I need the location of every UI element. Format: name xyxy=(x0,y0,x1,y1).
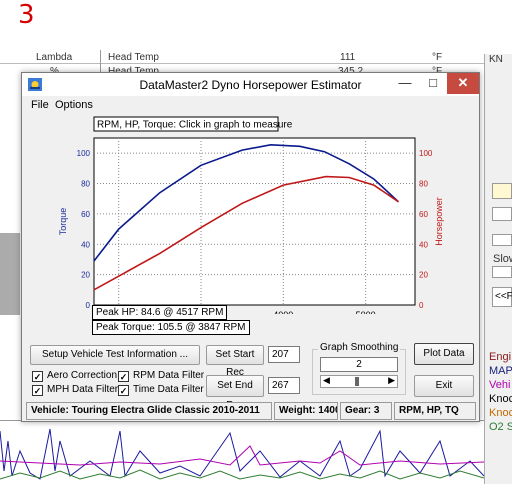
y-tick-label: 80 xyxy=(81,180,90,189)
window-title: DataMaster2 Dyno Horsepower Estimator xyxy=(139,78,362,92)
bg-legend-item: Knoc xyxy=(489,393,512,405)
bg-cell: % xyxy=(50,66,59,77)
y2-tick-label: 20 xyxy=(419,271,428,280)
chart-title: RPM, HP, Torque: Click in graph to measu… xyxy=(97,120,293,131)
bg-cell: °F xyxy=(432,52,443,63)
title-bar[interactable]: DataMaster2 Dyno Horsepower Estimator — … xyxy=(22,73,479,96)
rpm-filter-label: RPM Data Filter xyxy=(133,370,205,381)
y2-tick-label: 40 xyxy=(419,240,428,249)
time-filter-checkbox[interactable]: ✓ Time Data Filter xyxy=(118,384,204,396)
set-end-rec-button[interactable]: Set End Rec xyxy=(206,375,264,411)
bg-right-slider[interactable] xyxy=(492,266,512,278)
y2-axis-label: Horsepower xyxy=(434,197,444,246)
aero-correction-checkbox[interactable]: ✓ Aero Correction xyxy=(32,370,117,382)
plot-data-button[interactable]: Plot Data xyxy=(414,343,474,365)
bg-left-panel xyxy=(0,233,20,315)
graph-smoothing-group xyxy=(312,349,406,395)
chart-title-box xyxy=(93,116,279,132)
status-vehicle: Vehicle: Touring Electra Glide Classic 2… xyxy=(26,402,272,420)
bg-right-slider[interactable] xyxy=(492,234,512,246)
bg-cell: Head Temp xyxy=(108,66,159,77)
peak-hp-label: Peak HP: 84.6 @ 4517 RPM xyxy=(92,305,228,320)
background-mark: 3 xyxy=(18,0,35,30)
y2-tick-label: 80 xyxy=(419,180,428,189)
y-tick-label: 40 xyxy=(81,240,90,249)
setup-vehicle-button[interactable]: Setup Vehicle Test Information ... xyxy=(30,345,200,365)
bg-right-text: KN xyxy=(489,54,503,65)
bg-right-text: Slow xyxy=(493,253,512,265)
dyno-plot-area[interactable]: 2000300040005000020406080100020406080100… xyxy=(22,114,479,331)
bg-cell: 111 xyxy=(340,52,356,63)
bg-log-traces xyxy=(0,428,485,480)
horsepower-series-line xyxy=(93,175,399,291)
smoothing-value-field[interactable]: 2 xyxy=(320,357,398,372)
bg-right-field xyxy=(492,183,512,199)
x-tick-label: 4000 xyxy=(273,310,293,314)
menu-options[interactable]: Options xyxy=(55,99,93,111)
menu-file[interactable]: File xyxy=(31,99,49,111)
checkbox-box[interactable]: ✓ xyxy=(32,371,43,382)
bg-cell: °F xyxy=(432,66,442,77)
y-tick-label: 60 xyxy=(81,210,90,219)
exit-button[interactable]: Exit xyxy=(414,375,474,397)
bg-log-chart xyxy=(0,420,485,480)
close-button[interactable]: ✕ xyxy=(447,73,479,94)
set-start-rec-button[interactable]: Set Start Rec xyxy=(206,345,264,378)
y-tick-label: 20 xyxy=(81,271,90,280)
bg-cell: Head Temp xyxy=(108,52,159,63)
mph-filter-checkbox[interactable]: ✓ MPH Data Filter xyxy=(32,384,118,396)
minimize-button[interactable]: — xyxy=(398,75,412,90)
app-icon xyxy=(28,78,42,91)
time-filter-label: Time Data Filter xyxy=(133,384,204,395)
bg-right-field xyxy=(492,207,512,221)
rpm-filter-checkbox[interactable]: ✓ RPM Data Filter xyxy=(118,370,204,382)
bg-cell: 345.2 xyxy=(338,66,363,77)
bg-cell: Lambda xyxy=(36,52,73,63)
x-tick-label: 5000 xyxy=(356,310,376,314)
y2-tick-label: 0 xyxy=(419,301,424,310)
bg-gridline xyxy=(100,50,101,80)
mph-filter-label: MPH Data Filter xyxy=(47,384,119,395)
y-axis-label: Torque xyxy=(58,208,68,236)
torque-series-line xyxy=(93,143,400,262)
status-weight: Weight: 1400 xyxy=(274,402,338,420)
maximize-button[interactable]: □ xyxy=(429,75,437,90)
y2-tick-label: 60 xyxy=(419,210,428,219)
smoothing-scrollbar[interactable]: ◀ ▶ xyxy=(320,375,398,388)
checkbox-box[interactable]: ✓ xyxy=(118,371,129,382)
background-app xyxy=(0,0,512,80)
y2-tick-label: 100 xyxy=(419,149,433,158)
menu-bar: File Options xyxy=(22,96,479,114)
bg-legend-item: Knoc xyxy=(489,407,512,419)
dyno-estimator-window: DataMaster2 Dyno Horsepower Estimator — … xyxy=(21,72,480,422)
plot-frame xyxy=(93,137,416,306)
bg-legend-item: Engi xyxy=(489,351,512,363)
peak-torque-label: Peak Torque: 105.5 @ 3847 RPM xyxy=(92,320,250,335)
graph-smoothing-label: Graph Smoothing xyxy=(318,342,401,353)
dyno-chart[interactable]: 2000300040005000020406080100020406080100… xyxy=(22,114,479,331)
y-tick-label: 100 xyxy=(77,149,91,158)
bg-legend-item: MAP xyxy=(489,365,512,377)
scroll-left-icon[interactable]: ◀ xyxy=(323,375,330,385)
bg-gridline xyxy=(0,63,484,64)
bg-right-button[interactable]: <<F xyxy=(492,287,512,307)
checkbox-box[interactable]: ✓ xyxy=(118,385,129,396)
start-rec-field[interactable]: 207 xyxy=(268,346,300,363)
scroll-thumb[interactable] xyxy=(355,377,359,386)
checkbox-box[interactable]: ✓ xyxy=(32,385,43,396)
y-tick-label: 0 xyxy=(86,301,91,310)
aero-correction-label: Aero Correction xyxy=(47,370,118,381)
bg-legend-item: O2 S xyxy=(489,421,512,433)
status-mode: RPM, HP, TQ xyxy=(394,402,476,420)
bg-legend-item: Vehi xyxy=(489,379,511,391)
status-gear: Gear: 3 xyxy=(340,402,392,420)
end-rec-field[interactable]: 267 xyxy=(268,377,300,394)
scroll-right-icon[interactable]: ▶ xyxy=(388,375,395,385)
